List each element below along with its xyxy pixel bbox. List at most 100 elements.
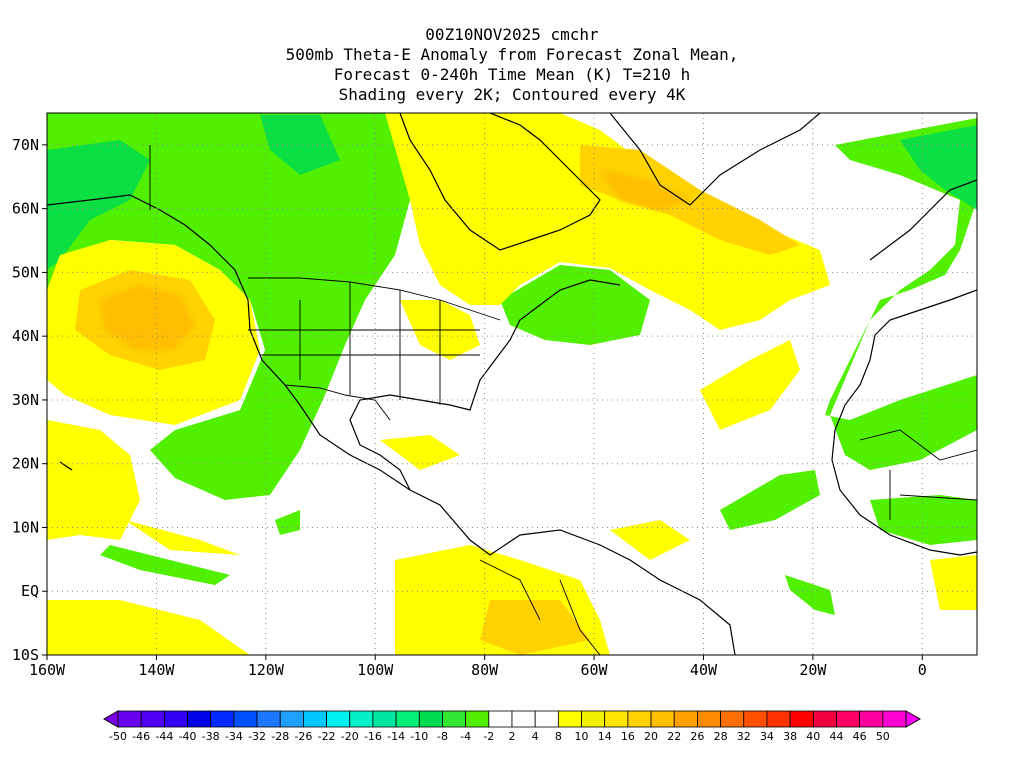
map-frame bbox=[46, 112, 978, 656]
chart-title-line-2: 500mb Theta-E Anomaly from Forecast Zona… bbox=[285, 45, 739, 64]
colorbar-swatch bbox=[349, 710, 374, 728]
colorbar-label: 4 bbox=[532, 730, 539, 743]
colorbar-label: 28 bbox=[714, 730, 728, 743]
lat-tick-label: 40N bbox=[12, 327, 39, 345]
colorbar-label: 20 bbox=[644, 730, 658, 743]
colorbar-swatch bbox=[372, 710, 397, 728]
colorbar-label: 22 bbox=[667, 730, 681, 743]
colorbar-swatch bbox=[627, 710, 652, 728]
equatorial-pacific-yellow bbox=[47, 600, 250, 655]
colorbar-swatch bbox=[673, 710, 698, 728]
lon-tick-label: 0 bbox=[918, 661, 927, 679]
colorbar-label: 50 bbox=[876, 730, 890, 743]
colorbar-swatch bbox=[488, 710, 513, 728]
colorbar-swatch bbox=[743, 710, 768, 728]
chart-title-line-1: 00Z10NOV2025 cmchr bbox=[425, 25, 599, 44]
lon-tick-label: 140W bbox=[138, 661, 175, 679]
political-boundaries bbox=[149, 145, 977, 655]
colorbar-swatch bbox=[557, 710, 582, 728]
africa-borders bbox=[859, 429, 977, 520]
colorbar-label: -40 bbox=[179, 730, 197, 743]
colorbar-label: 34 bbox=[760, 730, 774, 743]
colorbar-swatch bbox=[859, 710, 884, 728]
colorbar-label: 2 bbox=[509, 730, 516, 743]
colorbar-label: -50 bbox=[109, 730, 127, 743]
colorbar-swatch bbox=[395, 710, 420, 728]
colorbar-label: -14 bbox=[387, 730, 405, 743]
amazon-orange bbox=[480, 600, 590, 655]
colorbar-swatch bbox=[604, 710, 629, 728]
canada-core bbox=[260, 115, 340, 175]
subtropical-pacific-yellow bbox=[47, 420, 140, 540]
lat-tick-label: 30N bbox=[12, 391, 39, 409]
gulf-of-mexico-yellow bbox=[380, 435, 460, 470]
colorbar-swatch bbox=[303, 710, 327, 728]
gulf-of-alaska-core bbox=[47, 140, 150, 270]
lat-tick-label: 50N bbox=[12, 263, 39, 281]
colorbar-label: 26 bbox=[690, 730, 704, 743]
tropical-pacific-green bbox=[100, 545, 230, 585]
colorbar-swatch bbox=[326, 710, 351, 728]
us-state-lines bbox=[248, 282, 480, 405]
anomaly-shading bbox=[47, 113, 977, 655]
colorbar-label: 8 bbox=[555, 730, 562, 743]
colorbar-label: 40 bbox=[806, 730, 820, 743]
colorbar-label: -28 bbox=[271, 730, 289, 743]
colorbar-label: -22 bbox=[318, 730, 336, 743]
colorbar-label: -26 bbox=[294, 730, 312, 743]
chart-title-line-3: Forecast 0-240h Time Mean (K) T=210 h bbox=[333, 65, 691, 84]
tropical-atlantic-green bbox=[785, 575, 835, 615]
lon-tick-label: 100W bbox=[357, 661, 394, 679]
colorbar-swatch bbox=[650, 710, 675, 728]
lat-tick-label: 10S bbox=[12, 646, 39, 664]
lon-tick-label: 20W bbox=[799, 661, 827, 679]
colorbar-label: 14 bbox=[598, 730, 612, 743]
colorbar-swatch bbox=[882, 710, 907, 728]
lat-tick-label: 70N bbox=[12, 136, 39, 154]
colorbar-swatch bbox=[511, 710, 536, 728]
colorbar-label: -34 bbox=[225, 730, 243, 743]
colorbar-label: -2 bbox=[483, 730, 494, 743]
north-pacific-green-band bbox=[47, 113, 420, 500]
colorbar-swatch bbox=[697, 710, 721, 728]
dotted-gridlines bbox=[47, 113, 977, 655]
pacific-orange-center bbox=[100, 285, 195, 350]
hudson-bay-coast bbox=[399, 113, 601, 251]
central-atlantic-green bbox=[720, 470, 820, 530]
colorbar-label: -10 bbox=[410, 730, 428, 743]
colorbar-swatch bbox=[163, 710, 188, 728]
lon-tick-label: 40W bbox=[690, 661, 718, 679]
colorbar-label: -16 bbox=[364, 730, 382, 743]
colorbar-label: -32 bbox=[248, 730, 266, 743]
lon-tick-label: 120W bbox=[248, 661, 285, 679]
scandinavia-coast bbox=[869, 179, 977, 261]
northern-europe-core bbox=[900, 125, 977, 210]
lat-tick-label: 60N bbox=[12, 200, 39, 218]
latitude-axis: 70N 60N 50N 40N 30N 20N 10N EQ 10S bbox=[12, 136, 47, 664]
colorbar-swatch bbox=[187, 710, 212, 728]
lon-tick-label: 160W bbox=[29, 661, 66, 679]
colorbar-swatch bbox=[210, 710, 235, 728]
mid-atlantic-yellow bbox=[700, 340, 800, 430]
tropical-atlantic-yellow bbox=[610, 520, 690, 560]
greenland-coast bbox=[609, 113, 821, 206]
map-plot-area bbox=[46, 112, 978, 656]
lon-tick-label: 60W bbox=[581, 661, 609, 679]
west-africa-green bbox=[870, 495, 977, 545]
colorbar-label: -8 bbox=[437, 730, 448, 743]
colorbar-swatch bbox=[418, 710, 443, 728]
greenland-orange-center bbox=[600, 170, 690, 210]
colorbar-swatch bbox=[140, 710, 165, 728]
south-america-borders bbox=[479, 559, 601, 655]
lat-tick-label: 20N bbox=[12, 455, 39, 473]
colorbar-arrow-max bbox=[905, 710, 922, 728]
colorbar-label: 32 bbox=[737, 730, 751, 743]
colorbar-label: -4 bbox=[460, 730, 471, 743]
us-mexico-border bbox=[284, 384, 391, 421]
colorbar-label: -44 bbox=[155, 730, 173, 743]
green-fleck bbox=[275, 510, 300, 535]
itcz-yellow bbox=[125, 520, 240, 555]
south-america-north-coast bbox=[489, 529, 736, 655]
lat-tick-label: EQ bbox=[21, 582, 39, 600]
colorbar-swatch bbox=[836, 710, 861, 728]
